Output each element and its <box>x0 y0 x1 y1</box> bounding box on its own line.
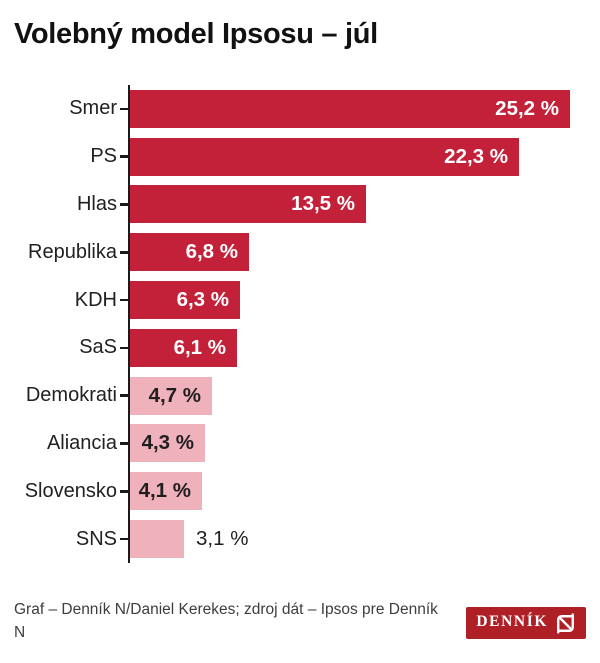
bar: 25,2 % <box>130 89 570 128</box>
value-label: 25,2 % <box>495 96 559 120</box>
axis-tick <box>120 107 128 111</box>
bar-chart: Smer 25,2 % PS 22,3 % Hlas 13,5 % Republika 6,8… <box>14 85 586 563</box>
axis-tick <box>120 537 128 541</box>
value-label: 3,1 % <box>196 527 249 551</box>
bar-row: Demokrati 4,7 % <box>14 372 586 420</box>
value-label: 4,7 % <box>148 383 201 407</box>
bar-row: SaS 6,1 % <box>14 324 586 372</box>
axis-tick <box>120 298 128 302</box>
bar-track: 4,1 % <box>130 472 586 511</box>
axis-tick <box>120 155 128 158</box>
axis-tick <box>120 251 128 254</box>
value-label: 4,1 % <box>138 479 191 503</box>
bar-track: 4,7 % <box>130 376 586 415</box>
bar: 6,8 % <box>130 233 249 272</box>
axis-tick <box>120 203 128 206</box>
bar-row: Smer 25,2 % <box>14 85 586 133</box>
category-label: Republika <box>28 240 117 263</box>
bar: 4,3 % <box>130 424 205 463</box>
bar-track: 3,1 % <box>130 520 586 559</box>
bar-track: 6,1 % <box>130 328 586 367</box>
bar-row: Hlas 13,5 % <box>14 181 586 229</box>
bar: 6,3 % <box>130 281 240 320</box>
category-label: Slovensko <box>24 479 117 502</box>
footer: Graf – Denník N/Daniel Kerekes; zdroj dá… <box>14 598 586 645</box>
bar-chart-rows: Smer 25,2 % PS 22,3 % Hlas 13,5 % Republika 6,8… <box>14 85 586 563</box>
bar-row: Republika 6,8 % <box>14 228 586 276</box>
bar-row: PS 22,3 % <box>14 133 586 181</box>
value-label: 6,3 % <box>176 288 229 312</box>
bar-track: 13,5 % <box>130 185 586 224</box>
bar: 6,1 % <box>130 328 237 367</box>
bar-track: 22,3 % <box>130 137 586 176</box>
bar-row: SNS 3,1 % <box>14 515 586 563</box>
category-label: Demokrati <box>25 384 117 407</box>
dennikn-logo-text: DENNÍK <box>476 613 548 630</box>
value-label: 22,3 % <box>444 144 508 168</box>
category-label: Smer <box>69 97 117 120</box>
axis-tick <box>120 394 128 397</box>
axis-tick <box>120 346 128 350</box>
chart-title: Volebný model Ipsosu – júl <box>14 18 378 50</box>
bar-track: 6,3 % <box>130 281 586 320</box>
bar-row: KDH 6,3 % <box>14 276 586 324</box>
credit-line-1: Graf – Denník N/Daniel Kerekes; zdroj dá… <box>14 601 438 618</box>
category-label: SaS <box>79 336 117 359</box>
category-label: Hlas <box>76 192 117 215</box>
bar-track: 25,2 % <box>130 89 586 128</box>
bar: 4,1 % <box>130 472 202 511</box>
page: Volebný model Ipsosu – júl Smer 25,2 % PS 2… <box>14 18 586 641</box>
axis-tick <box>120 490 128 493</box>
value-label: 6,1 % <box>173 335 226 359</box>
bar-track: 4,3 % <box>130 424 586 463</box>
credit-text: Graf – Denník N/Daniel Kerekes; zdroj dá… <box>14 598 466 645</box>
bar: 22,3 % <box>130 137 519 176</box>
y-axis-line <box>128 85 130 563</box>
category-label: KDH <box>74 288 117 311</box>
bar: 13,5 % <box>130 185 366 224</box>
bar-track: 6,8 % <box>130 233 586 272</box>
value-label: 4,3 % <box>141 431 194 455</box>
bar <box>130 520 184 559</box>
category-label: PS <box>90 145 117 168</box>
bar-row: Aliancia 4,3 % <box>14 420 586 468</box>
axis-tick <box>120 442 128 445</box>
value-label: 13,5 % <box>291 192 355 216</box>
bar: 4,7 % <box>130 376 212 415</box>
dennikn-logo: DENNÍK <box>466 607 586 639</box>
credit-line-2: N <box>14 624 26 642</box>
dennikn-n-icon <box>555 612 576 634</box>
category-label: SNS <box>75 527 117 550</box>
bar-row: Slovensko 4,1 % <box>14 467 586 515</box>
value-label: 6,8 % <box>185 240 238 264</box>
category-label: Aliancia <box>46 431 117 454</box>
